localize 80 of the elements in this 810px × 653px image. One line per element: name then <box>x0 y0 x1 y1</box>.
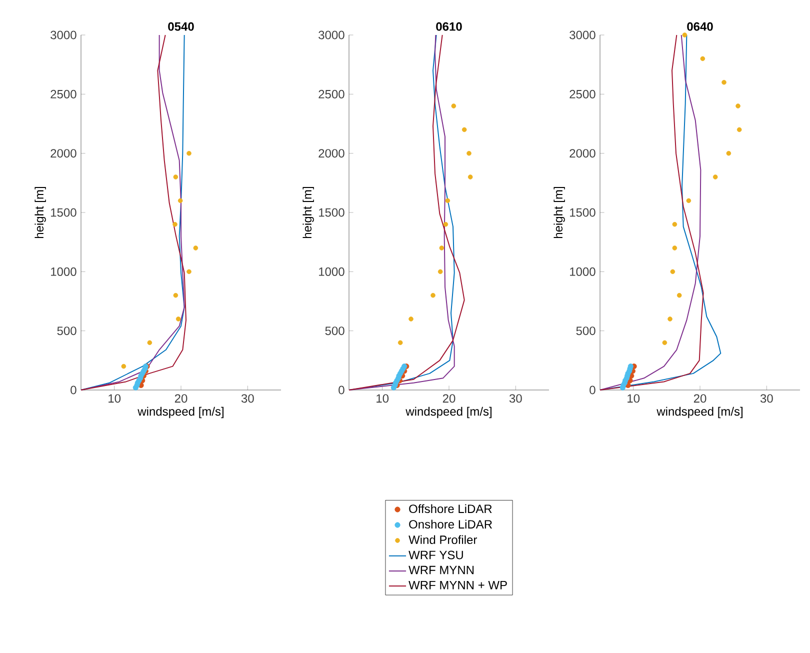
y-tick-label: 500 <box>325 326 344 336</box>
point <box>178 198 183 204</box>
x-tick-label: 20 <box>442 394 456 403</box>
point <box>722 80 726 85</box>
x-axis-title: windspeed [m/s] <box>656 406 742 418</box>
y-tick-label: 3000 <box>50 30 76 40</box>
point <box>445 198 450 204</box>
point <box>466 150 472 156</box>
x-axis-title: windspeed [m/s] <box>138 406 224 418</box>
x-tick-label: 30 <box>760 394 773 403</box>
x-tick-label: 30 <box>241 394 254 403</box>
point <box>173 292 178 298</box>
x-axis-title: windspeed [m/s] <box>406 406 492 418</box>
point <box>736 104 740 108</box>
legend-label: WRF MYNN <box>408 566 474 574</box>
y-tick-label: 500 <box>57 326 76 336</box>
y-tick-label: 2500 <box>318 90 344 98</box>
x-tick-label: 30 <box>509 394 522 403</box>
point <box>662 340 668 346</box>
chart-title: 0640 <box>687 22 713 31</box>
point <box>186 150 192 156</box>
point <box>726 150 732 156</box>
point <box>186 269 192 274</box>
point <box>438 269 443 274</box>
legend-label: Wind Profiler <box>408 535 478 544</box>
point <box>443 222 448 227</box>
chart-title: 0540 <box>168 22 194 31</box>
x-tick-label: 10 <box>108 394 121 403</box>
x-tick-label: 20 <box>174 394 188 403</box>
point <box>172 222 178 227</box>
point <box>676 292 682 298</box>
y-tick-label: 3000 <box>570 30 596 40</box>
point <box>193 246 198 250</box>
y-tick-label: 1000 <box>51 267 76 276</box>
point <box>176 316 181 322</box>
point <box>451 104 456 108</box>
y-axis-title: height [m] <box>34 187 46 238</box>
y-tick-label: 2000 <box>50 149 76 158</box>
point <box>408 316 414 322</box>
y-tick-label: 2000 <box>570 149 596 158</box>
point <box>430 292 436 298</box>
y-tick-label: 2000 <box>318 149 344 158</box>
y-axis-title: height [m] <box>554 187 565 238</box>
y-tick-label: 2500 <box>570 90 596 98</box>
y-tick-label: 0 <box>70 386 76 394</box>
x-tick-label: 20 <box>694 394 706 403</box>
y-tick-label: 1500 <box>570 208 596 217</box>
y-tick-label: 0 <box>338 386 344 394</box>
point <box>668 316 672 322</box>
point <box>468 174 473 180</box>
y-tick-label: 500 <box>576 326 596 336</box>
y-tick-label: 3000 <box>318 30 344 40</box>
point <box>682 32 688 38</box>
point <box>173 174 178 180</box>
point <box>670 269 676 274</box>
point <box>439 246 444 250</box>
point <box>672 222 678 227</box>
point <box>686 198 692 204</box>
point <box>712 174 718 180</box>
legend-label: Offshore LiDAR <box>409 504 492 514</box>
point <box>462 127 467 132</box>
legend-label: WRF MYNN + WP <box>408 580 507 590</box>
x-tick-label: 10 <box>628 394 640 403</box>
point <box>672 246 678 250</box>
point <box>398 340 403 346</box>
y-tick-label: 1000 <box>319 267 344 276</box>
y-tick-label: 1500 <box>51 208 76 217</box>
x-tick-label: 10 <box>376 394 389 403</box>
y-axis-title: height [m] <box>302 187 314 238</box>
y-tick-label: 2500 <box>50 90 76 98</box>
y-tick-label: 0 <box>590 386 596 394</box>
chart-title: 0610 <box>436 22 462 31</box>
y-tick-label: 1000 <box>570 267 596 276</box>
y-tick-label: 1500 <box>319 208 344 217</box>
point <box>736 127 742 132</box>
legend-label: Onshore LiDAR <box>409 520 492 529</box>
point <box>147 340 152 346</box>
point <box>700 56 706 62</box>
point <box>121 364 126 369</box>
legend-label: WRF YSU <box>408 550 463 560</box>
